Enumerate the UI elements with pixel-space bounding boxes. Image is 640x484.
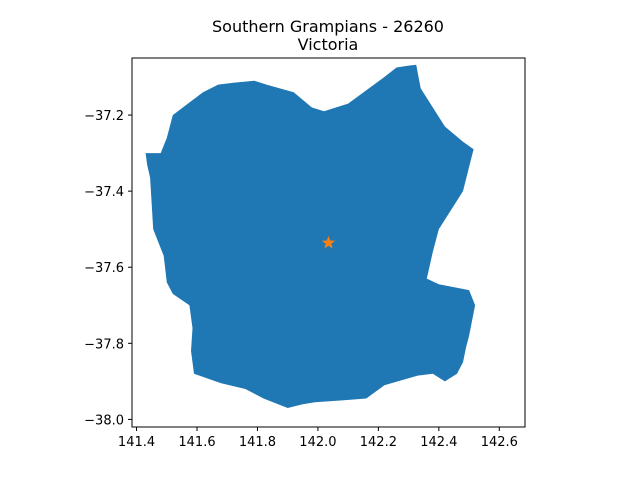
y-tick-label: −37.4 — [84, 185, 124, 200]
y-tick-label: −38.0 — [84, 413, 124, 428]
chart-subtitle: Victoria — [298, 35, 359, 54]
x-tick-label: 141.4 — [118, 435, 155, 450]
plot-area — [145, 64, 476, 409]
x-tick-label: 142.0 — [299, 435, 336, 450]
x-tick-label: 141.8 — [239, 435, 276, 450]
region-polygon — [145, 64, 476, 409]
chart-title: Southern Grampians - 26260 — [212, 17, 444, 36]
centroid-star-marker — [321, 235, 336, 249]
x-tick-label: 142.6 — [481, 435, 518, 450]
y-tick-label: −37.8 — [84, 337, 124, 352]
x-axis: 141.4 141.6 141.8 142.0 142.2 142.4 142.6 — [118, 427, 518, 450]
axes-frame — [131, 57, 526, 428]
y-axis: −37.2 −37.4 −37.6 −37.8 −38.0 — [84, 109, 132, 428]
y-tick-label: −37.2 — [84, 109, 124, 124]
x-tick-label: 141.6 — [178, 435, 215, 450]
x-tick-label: 142.2 — [360, 435, 397, 450]
x-tick-label: 142.4 — [420, 435, 457, 450]
y-tick-label: −37.6 — [84, 261, 124, 276]
